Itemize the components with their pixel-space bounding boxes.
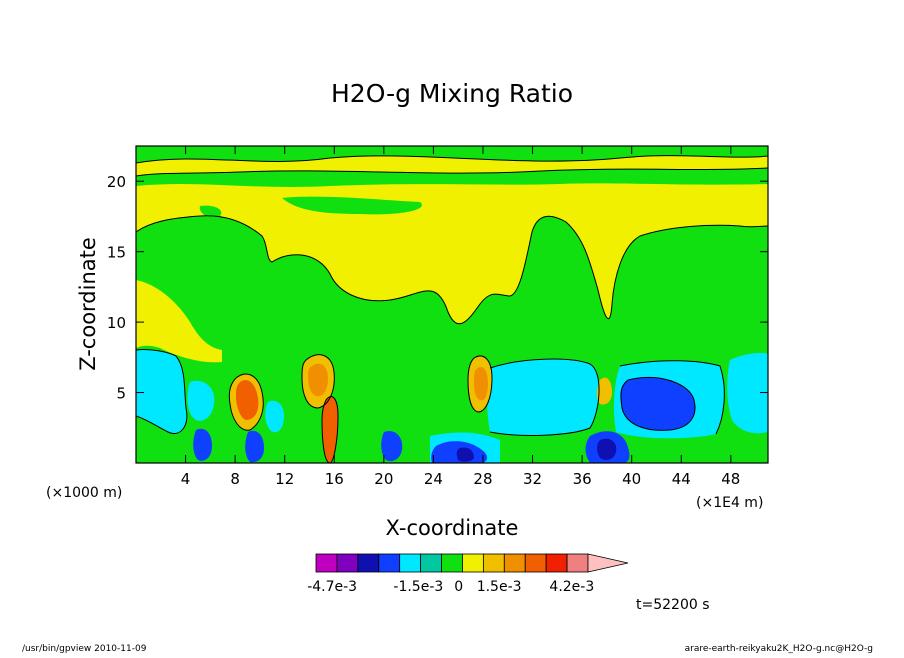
field-navy-right (597, 438, 617, 460)
y-axis-title: Z-coordinate (76, 237, 100, 371)
x-tick-label: 16 (325, 470, 344, 488)
y-tick-label: 20 (107, 173, 126, 191)
colorbar-cell (315, 553, 338, 573)
footer-left: /usr/bin/gpview 2010-11-09 (22, 644, 147, 654)
x-tick-label: 20 (374, 470, 393, 488)
x-tick-label: 12 (275, 470, 294, 488)
x-unit-right: (×1E4 m) (696, 495, 763, 511)
colorbar-cell (441, 553, 463, 573)
field-yellow-left (136, 280, 222, 363)
colorbar-cell (482, 553, 505, 573)
colorbar-labels: -4.7e-3 -1.5e-3 0 1.5e-3 4.2e-3 (307, 579, 594, 595)
field-red-plume-2 (308, 363, 328, 397)
y-tick-label: 5 (116, 385, 126, 403)
colorbar-cell (462, 553, 484, 573)
field-navy-center (456, 447, 474, 462)
y-axis: 5 10 15 20 (107, 173, 768, 403)
colorbar-label: 4.2e-3 (549, 579, 594, 595)
x-tick-label: 24 (424, 470, 443, 488)
time-label: t=52200 s (636, 597, 710, 613)
colorbar-cell (524, 553, 547, 573)
x-tick-label: 8 (230, 470, 240, 488)
y-tick-label: 10 (107, 314, 126, 332)
field-orange-plume-4 (597, 377, 612, 405)
colorbar-cell (378, 553, 401, 573)
plot-frame (135, 145, 769, 464)
colorbar-cell (420, 553, 442, 573)
x-tick-label: 44 (672, 470, 691, 488)
colorbar-cell (336, 553, 359, 573)
colorbar-cell (503, 553, 526, 573)
field-cyan-left (136, 349, 187, 434)
colorbar-label: 1.5e-3 (477, 579, 522, 595)
field-red-plume-1 (236, 379, 259, 420)
colorbar-cell (399, 553, 422, 573)
field-blue-right (620, 377, 695, 431)
x-tick-label: 40 (622, 470, 641, 488)
x-tick-label: 4 (181, 470, 191, 488)
field-yellow-band-top (136, 155, 768, 176)
field-green-pocket-1 (282, 196, 422, 215)
colorbar-label: -4.7e-3 (307, 579, 357, 595)
field-blue-bottom-left (193, 428, 212, 461)
field-red-plume-3 (474, 366, 488, 401)
chart-title: H2O-g Mixing Ratio (331, 79, 573, 108)
field-cyan-pocket-1 (187, 380, 215, 421)
x-unit-left: (×1000 m) (46, 485, 122, 501)
footer-right: arare-earth-reikyaku2K_H2O-g.nc@H2O-g (685, 644, 873, 654)
field-cyan-pocket-2 (265, 400, 284, 433)
x-axis: 4 8 12 16 20 24 28 32 36 40 44 48 (181, 146, 740, 488)
field-blue-pocket (245, 430, 264, 463)
colorbar-cell (545, 553, 568, 573)
colorbar (315, 553, 629, 573)
field-green-pocket-2 (199, 205, 222, 218)
x-tick-label: 28 (473, 470, 492, 488)
y-tick-label: 15 (107, 244, 126, 262)
field-yellow-main (136, 196, 768, 324)
field-blue-pocket-2 (381, 430, 403, 462)
contour-lines (136, 155, 768, 463)
x-tick-label: 36 (573, 470, 592, 488)
field-narrow-plume (322, 396, 338, 463)
x-axis-title: X-coordinate (386, 516, 519, 540)
field-cyan-far-right (727, 352, 768, 434)
x-tick-label: 32 (523, 470, 542, 488)
heatmap-field (136, 146, 768, 463)
colorbar-cell (566, 553, 589, 573)
colorbar-label: -1.5e-3 (393, 579, 443, 595)
x-tick-label: 48 (721, 470, 740, 488)
colorbar-extend-arrow (587, 553, 629, 573)
field-cyan-center (487, 359, 600, 436)
colorbar-label: 0 (454, 579, 463, 595)
colorbar-cell (357, 553, 380, 573)
